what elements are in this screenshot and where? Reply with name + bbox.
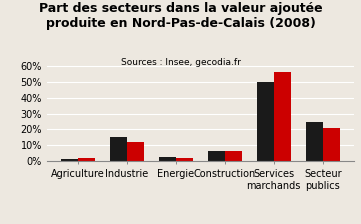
Bar xyxy=(323,128,340,161)
Bar xyxy=(274,72,291,161)
Bar xyxy=(61,159,78,161)
Bar xyxy=(127,142,144,161)
Bar xyxy=(225,151,242,161)
Text: Part des secteurs dans la valeur ajoutée
produite en Nord-Pas-de-Calais (2008): Part des secteurs dans la valeur ajoutée… xyxy=(39,2,322,30)
Bar xyxy=(78,158,95,161)
Bar xyxy=(208,151,225,161)
Bar xyxy=(257,82,274,161)
Bar xyxy=(176,158,193,161)
Text: Sources : Insee, gecodia.fr: Sources : Insee, gecodia.fr xyxy=(121,58,240,67)
Bar xyxy=(159,157,176,161)
Bar xyxy=(110,137,127,161)
Bar xyxy=(305,122,323,161)
